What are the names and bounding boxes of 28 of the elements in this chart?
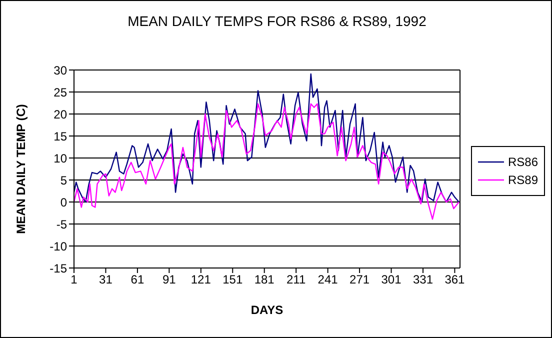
x-tick-label: 151 [222,272,243,287]
x-tick-label: 91 [162,272,176,287]
y-tick-label: 15 [54,129,68,144]
x-tick-label: 331 [412,272,434,287]
x-tick-label: 181 [254,272,275,287]
chart-title: MEAN DAILY TEMPS FOR RS86 & RS89, 1992 [126,13,428,29]
y-tick-label: 10 [54,151,68,166]
x-tick-label: 361 [444,272,466,287]
x-tick-label: 211 [286,272,306,287]
x-tick-label: 271 [350,272,370,287]
y-tick-label: -10 [50,239,68,254]
x-tick-label: 31 [99,272,113,287]
legend-label: RS86 [508,155,538,169]
x-tick-label: 1 [70,272,78,287]
y-axis-title: MEAN DAILY TEMP (C) [14,104,28,234]
legend-label: RS89 [508,173,538,187]
y-tick-label: 30 [54,63,68,78]
x-axis-title: DAYS [250,303,284,317]
y-tick-label: 20 [54,107,68,122]
y-tick-label: 0 [60,195,68,210]
y-tick-label: -15 [50,261,68,276]
y-tick-label: 5 [60,173,68,188]
x-tick-label: 241 [318,272,338,287]
x-tick-label: 121 [190,272,212,287]
x-tick-label: 61 [130,272,144,287]
x-tick-label: 301 [381,272,402,287]
y-tick-label: -5 [56,217,68,232]
y-tick-label: 25 [54,85,68,100]
